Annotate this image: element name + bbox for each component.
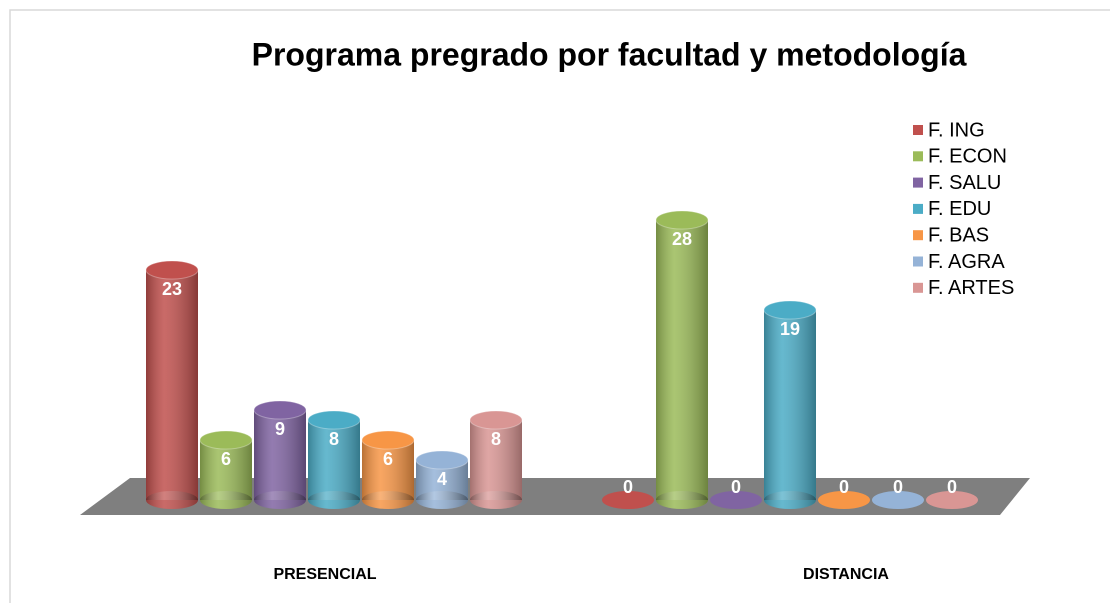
bar-shade (470, 420, 522, 500)
data-label: 0 (623, 477, 633, 497)
bar (361, 430, 415, 509)
data-label: 8 (491, 429, 501, 449)
bar (818, 491, 870, 509)
bar-base (818, 491, 870, 509)
data-label: 4 (437, 469, 447, 489)
bar-base (926, 491, 978, 509)
bar-top (307, 410, 361, 430)
bar (655, 210, 709, 509)
legend-swatch (913, 177, 923, 188)
legend-swatch (913, 151, 923, 162)
bar (307, 410, 361, 509)
legend-label: F. EDU (928, 198, 991, 220)
legend-label: F. ING (928, 119, 985, 141)
data-label: 9 (275, 419, 285, 439)
data-label: 0 (893, 477, 903, 497)
x-tick-label: PRESENCIAL (273, 566, 376, 583)
legend-swatch (913, 125, 923, 135)
bar (602, 491, 654, 509)
bar-base-shade (470, 491, 522, 509)
legend-swatch (913, 230, 923, 241)
data-label: 0 (839, 477, 849, 497)
legend-swatch (913, 282, 923, 293)
legend-label: F. ARTES (928, 277, 1014, 299)
bar-shade (146, 270, 198, 500)
bar-top (145, 260, 199, 280)
frame (9, 9, 1110, 603)
data-label: 0 (947, 477, 957, 497)
bar-base-shade (308, 491, 360, 509)
bar (145, 260, 199, 509)
bar-shade (200, 440, 252, 500)
bar-base-shade (656, 491, 708, 509)
bar-top (415, 450, 469, 470)
bar (469, 410, 523, 509)
bar-top (361, 430, 415, 450)
data-label: 28 (672, 229, 692, 249)
bar (415, 450, 469, 509)
data-label: 19 (780, 319, 800, 339)
legend-label: F. BAS (928, 224, 989, 246)
bar-top (469, 410, 523, 430)
bar-base-shade (362, 491, 414, 509)
data-label: 8 (329, 429, 339, 449)
bar-shade (362, 440, 414, 500)
x-tick-label: DISTANCIA (803, 566, 889, 583)
bar-base-shade (416, 491, 468, 509)
chart-title: Programa pregrado por facultad y metodol… (252, 36, 967, 72)
bar-shade (254, 410, 306, 500)
bar-top (655, 210, 709, 230)
bar-top (253, 400, 307, 420)
bar (926, 491, 978, 509)
bar (199, 430, 253, 509)
bar (710, 491, 762, 509)
bar (763, 300, 817, 509)
legend-label: F. SALU (928, 172, 1001, 194)
data-label: 6 (383, 449, 393, 469)
bar-shade (308, 420, 360, 500)
bar-base (602, 491, 654, 509)
legend-swatch (913, 256, 923, 267)
bar (872, 491, 924, 509)
bar-base-shade (146, 491, 198, 509)
bar-base-shade (254, 491, 306, 509)
bar-base (872, 491, 924, 509)
bar-shade (764, 310, 816, 500)
data-label: 23 (162, 279, 182, 299)
legend-swatch (913, 203, 923, 214)
legend-label: F. AGRA (928, 251, 1005, 273)
bar-top (763, 300, 817, 320)
legend-label: F. ECON (928, 146, 1007, 168)
bar-base (710, 491, 762, 509)
data-label: 6 (221, 449, 231, 469)
bar-base-shade (764, 491, 816, 509)
data-label: 0 (731, 477, 741, 497)
bar-base-shade (200, 491, 252, 509)
bar (253, 400, 307, 509)
bar-shade (656, 220, 708, 500)
bar-top (199, 430, 253, 450)
